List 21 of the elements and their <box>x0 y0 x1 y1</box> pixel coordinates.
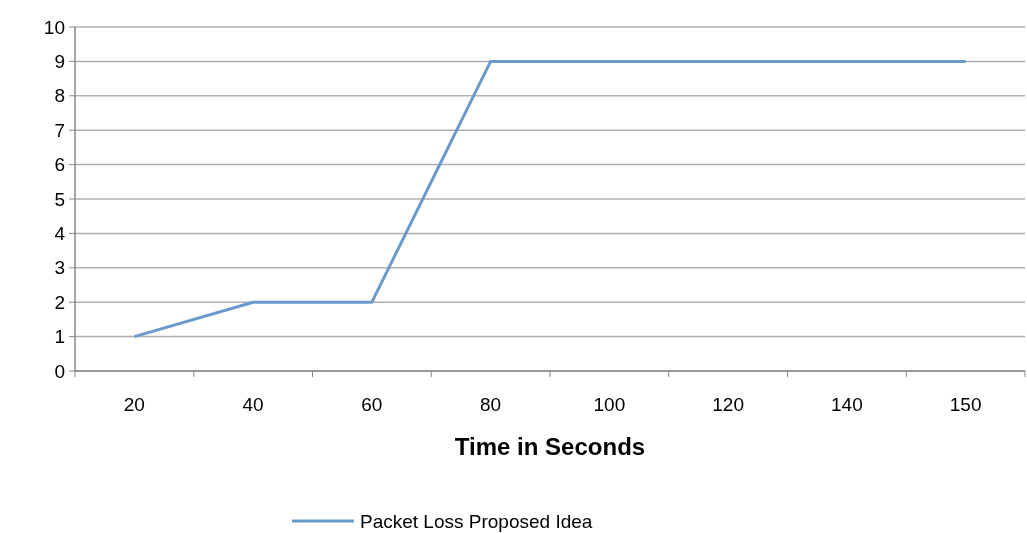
x-tick-label: 40 <box>242 394 264 415</box>
y-tick-label: 1 <box>54 326 65 348</box>
y-tick-label: 7 <box>54 119 65 141</box>
y-tick-label: 9 <box>54 51 65 73</box>
legend-label: Packet Loss Proposed Idea <box>360 510 593 532</box>
x-tick-label: 120 <box>712 394 744 415</box>
y-tick-label: 6 <box>54 154 65 176</box>
x-tick-label: 60 <box>361 394 383 415</box>
x-axis-title: Time in Seconds <box>454 433 646 460</box>
x-tick-label: 20 <box>123 394 145 415</box>
y-tick-label: 8 <box>54 85 65 107</box>
y-tick-label: 3 <box>54 257 65 279</box>
x-tick-label: 150 <box>949 394 982 415</box>
y-tick-label: 5 <box>54 188 65 210</box>
x-tick-label: 140 <box>831 394 863 415</box>
y-tick-label: 2 <box>54 291 65 313</box>
y-tick-label: 4 <box>54 223 66 245</box>
y-tick-label: 10 <box>43 16 65 38</box>
y-tick-label: 0 <box>54 360 65 382</box>
x-tick-label: 80 <box>480 394 502 415</box>
x-tick-label: 100 <box>593 394 626 415</box>
